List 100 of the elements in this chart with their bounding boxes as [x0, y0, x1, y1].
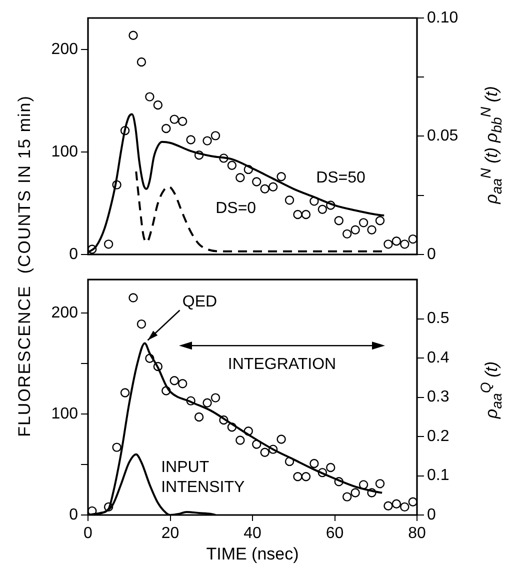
- point: [202, 136, 212, 146]
- point: [284, 196, 294, 205]
- point: [153, 362, 163, 372]
- point: [358, 218, 368, 228]
- text: QED: [182, 294, 218, 311]
- point: [88, 244, 97, 254]
- point: [400, 502, 410, 512]
- point: [408, 234, 417, 244]
- point: [244, 164, 253, 174]
- point: [244, 426, 253, 436]
- x-axis-title: TIME (nsec): [206, 544, 299, 564]
- point: [384, 501, 393, 511]
- point: [170, 114, 179, 124]
- y2-tick-label: 0.4: [427, 349, 450, 366]
- point: [186, 135, 196, 144]
- point: [301, 210, 311, 220]
- y-tick-label: 200: [51, 304, 78, 322]
- point: [227, 422, 237, 432]
- y-tick-label: 0: [69, 506, 78, 524]
- x-tick-label: 80: [408, 525, 426, 542]
- y2-tick-label: 0: [427, 246, 436, 263]
- point: [342, 229, 352, 239]
- point: [400, 240, 410, 249]
- point: [276, 172, 286, 182]
- point: [112, 442, 122, 452]
- y2-tick-label: 0.5: [427, 310, 450, 328]
- point: [268, 444, 278, 454]
- point: [310, 196, 319, 206]
- point: [252, 440, 262, 449]
- y2-tick-label: 0.1: [427, 467, 450, 484]
- x-tick-label: 0: [84, 525, 93, 542]
- series-label: DS=50: [316, 170, 366, 187]
- point: [284, 456, 294, 466]
- point: [219, 154, 228, 163]
- point: [120, 126, 130, 136]
- point: [334, 216, 344, 226]
- point: [88, 506, 97, 515]
- y-tick-label: 200: [51, 41, 78, 58]
- point: [358, 480, 368, 490]
- point: [326, 200, 336, 210]
- annotation: INTEGRATION: [228, 356, 336, 374]
- point: [162, 386, 171, 396]
- point: [112, 180, 122, 190]
- point: [350, 225, 360, 234]
- point: [408, 497, 417, 506]
- point: [186, 396, 196, 406]
- point: [392, 236, 402, 246]
- point: [194, 150, 204, 160]
- point: [145, 92, 154, 102]
- y2-tick-label: 0.3: [427, 388, 450, 406]
- point: [210, 393, 220, 402]
- point: [252, 177, 262, 186]
- point: [136, 57, 146, 67]
- point: [128, 30, 138, 40]
- point: [268, 182, 278, 192]
- point: [120, 388, 130, 398]
- point: [334, 477, 344, 486]
- point: [350, 488, 360, 498]
- x-tick-label: 60: [326, 525, 344, 542]
- point: [342, 492, 352, 502]
- point: [236, 173, 245, 182]
- point: [260, 448, 270, 457]
- y-tick-label: 0: [69, 246, 78, 263]
- y-tick-label: 100: [51, 405, 78, 422]
- point: [104, 502, 114, 512]
- point: [104, 240, 114, 249]
- point: [194, 412, 204, 422]
- y2-tick-label: 0.2: [427, 428, 450, 445]
- y2-tick-label: 0.05: [427, 128, 458, 145]
- point: [178, 116, 188, 126]
- point: [227, 160, 237, 170]
- series-label: DS=0: [216, 200, 256, 217]
- y-axis-title: FLUORESCENCE (COUNTS IN 15 min): [15, 95, 35, 437]
- point: [310, 458, 319, 468]
- point: [367, 225, 376, 234]
- point: [153, 100, 163, 110]
- point: [128, 293, 138, 302]
- point: [202, 398, 212, 408]
- point: [276, 434, 286, 444]
- point: [392, 499, 402, 508]
- point: [145, 354, 154, 364]
- series-label: INPUT INTENSITY: [161, 458, 246, 496]
- point: [162, 124, 171, 134]
- x-tick-label: 40: [244, 525, 262, 542]
- point: [367, 488, 376, 498]
- point: [318, 468, 328, 478]
- point: [293, 472, 302, 482]
- y2-tick-label: 0.10: [427, 9, 458, 26]
- point: [326, 462, 336, 472]
- point: [375, 479, 385, 488]
- point: [210, 131, 220, 140]
- point: [236, 436, 245, 445]
- point: [318, 204, 328, 214]
- point: [375, 216, 385, 226]
- point: [301, 472, 311, 482]
- y2-tick-label: 0: [427, 506, 436, 524]
- point: [136, 319, 146, 329]
- point: [178, 379, 188, 388]
- point: [260, 184, 270, 194]
- point: [293, 210, 302, 220]
